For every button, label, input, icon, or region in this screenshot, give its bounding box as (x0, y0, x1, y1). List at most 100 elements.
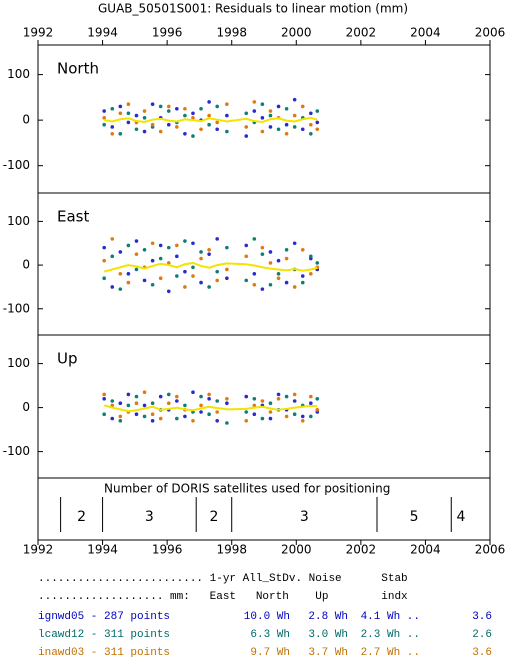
point (126, 280, 131, 285)
panel-label: Up (57, 350, 78, 368)
point (142, 129, 147, 134)
point (260, 416, 265, 421)
point (268, 125, 273, 129)
point (158, 104, 163, 109)
point (191, 274, 195, 278)
point (292, 392, 297, 397)
point (166, 401, 171, 406)
point (260, 399, 265, 403)
point (225, 267, 229, 272)
point (260, 245, 265, 250)
point (276, 104, 281, 109)
point (102, 276, 106, 281)
point (244, 278, 249, 283)
point (225, 276, 229, 281)
point (284, 106, 289, 111)
point (207, 252, 211, 256)
point (244, 410, 249, 414)
table-header: ................... mm: East North Up in… (38, 591, 408, 603)
point (142, 390, 147, 395)
point (175, 416, 179, 421)
point (126, 403, 131, 408)
x-tick-label-top: 1994 (87, 26, 118, 40)
point (166, 109, 171, 113)
point (309, 111, 313, 116)
point (276, 258, 281, 263)
point (150, 241, 155, 246)
x-tick-label: 2000 (281, 543, 312, 557)
point (199, 127, 203, 132)
point (110, 416, 115, 421)
satellite-count: 5 (410, 509, 419, 525)
x-tick-label: 2004 (410, 543, 441, 557)
point (191, 111, 195, 116)
point (118, 111, 123, 116)
point (191, 134, 195, 138)
point (183, 113, 187, 118)
satellite-title: Number of DORIS satellites used for posi… (104, 482, 390, 496)
y-tick-label: 100 (7, 67, 30, 81)
point (315, 127, 320, 132)
point (166, 289, 171, 294)
point (260, 287, 265, 291)
point (215, 269, 219, 274)
point (158, 394, 163, 399)
point (150, 401, 155, 406)
point (150, 102, 155, 106)
point (309, 254, 313, 259)
point (166, 392, 171, 397)
point (244, 243, 249, 248)
point (284, 122, 289, 127)
point (175, 254, 179, 259)
panel-label: North (57, 60, 99, 78)
point (102, 245, 106, 250)
point (110, 399, 115, 403)
point (309, 414, 313, 419)
point (276, 392, 281, 397)
y-tick-label: 0 (22, 113, 30, 127)
point (183, 414, 187, 419)
point (126, 392, 131, 397)
point (225, 421, 229, 425)
point (110, 237, 115, 241)
point (260, 116, 265, 120)
point (315, 397, 320, 401)
point (300, 274, 305, 278)
point (215, 278, 219, 283)
point (199, 403, 203, 408)
point (191, 390, 195, 395)
point (260, 129, 265, 134)
point (175, 106, 179, 111)
point (175, 394, 179, 399)
satellite-count: 4 (456, 509, 465, 525)
point (315, 408, 320, 412)
row-cell: 2.6 (472, 629, 492, 641)
point (102, 397, 106, 401)
trend-line (103, 404, 318, 413)
point (292, 97, 297, 102)
row-label: lcawd12 - 311 points (38, 629, 170, 641)
point (207, 412, 211, 417)
x-tick-label: 1996 (152, 543, 183, 557)
point (183, 132, 187, 136)
y-tick-label: 0 (22, 400, 30, 414)
trend-line (103, 261, 318, 273)
point (134, 412, 139, 417)
point (252, 412, 257, 417)
point (183, 106, 187, 111)
point (166, 261, 171, 265)
point (207, 248, 211, 252)
y-tick-label: -100 (3, 301, 30, 315)
row-cell: 3.0 Wh (308, 629, 348, 641)
point (252, 100, 257, 104)
point (268, 113, 273, 118)
point (244, 111, 249, 116)
chart-title: GUAB_50501S001: Residuals to linear moti… (98, 2, 408, 16)
point (166, 104, 171, 109)
point (292, 113, 297, 118)
plot-frame (37, 44, 491, 541)
point (102, 392, 106, 397)
point (134, 252, 139, 256)
point (207, 392, 211, 397)
point (252, 403, 257, 408)
